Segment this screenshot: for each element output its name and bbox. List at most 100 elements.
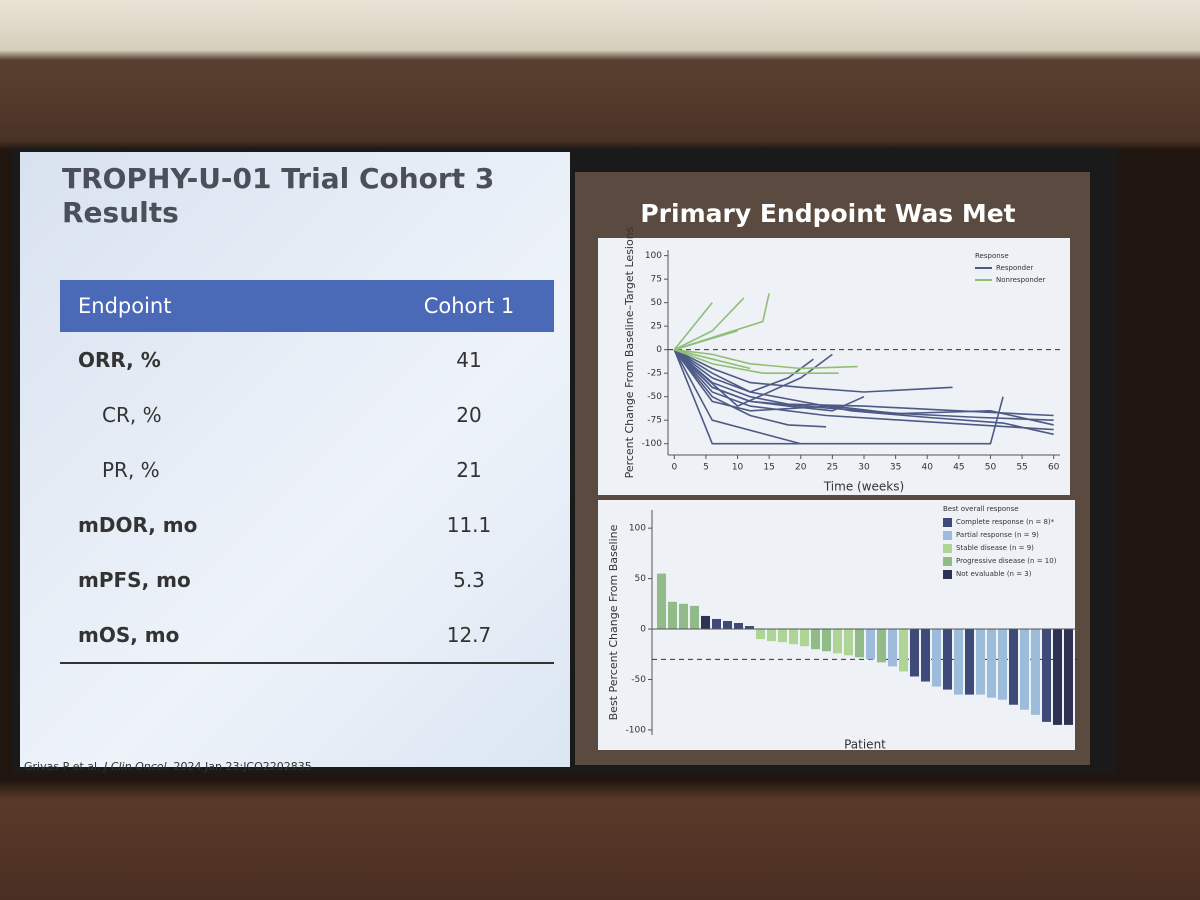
legend-label: Responder bbox=[996, 264, 1033, 272]
legend-swatch bbox=[943, 531, 952, 540]
row-label: ORR, % bbox=[78, 347, 161, 372]
y-tick-label: 0 bbox=[640, 625, 646, 635]
y-tick-label: 25 bbox=[651, 322, 662, 332]
bar bbox=[712, 618, 721, 630]
bar bbox=[844, 629, 853, 656]
row-value: 20 bbox=[456, 402, 482, 427]
bar bbox=[1009, 629, 1018, 705]
series-line bbox=[673, 349, 1004, 445]
x-axis-label: Time (weeks) bbox=[823, 480, 904, 494]
header-cell: Cohort 1 bbox=[423, 294, 515, 318]
x-tick-label: 60 bbox=[1048, 463, 1060, 473]
row-value: 11.1 bbox=[446, 512, 492, 537]
y-tick-label: -50 bbox=[631, 675, 646, 685]
bar bbox=[998, 629, 1007, 700]
bar bbox=[1042, 629, 1051, 722]
table-row: CR, % 20 bbox=[60, 387, 554, 442]
table-row: ORR, % 41 bbox=[60, 332, 554, 387]
bar bbox=[800, 629, 809, 647]
y-tick-label: 0 bbox=[656, 345, 662, 355]
legend-label: Complete response (n = 8)* bbox=[956, 518, 1055, 526]
bar bbox=[679, 603, 688, 630]
left-panel: TROPHY-U-01 Trial Cohort 3 Results Endpo… bbox=[20, 152, 570, 773]
y-tick-label: -100 bbox=[642, 439, 663, 449]
row-label: CR, % bbox=[102, 402, 162, 427]
bar bbox=[723, 620, 732, 630]
y-axis-label: Best Percent Change From Baseline bbox=[607, 524, 620, 720]
bar bbox=[910, 629, 919, 677]
bar bbox=[734, 623, 743, 630]
bar bbox=[668, 601, 677, 630]
series-line bbox=[673, 349, 1054, 426]
legend-title: Best overall response bbox=[943, 505, 1019, 513]
x-tick-label: 10 bbox=[732, 463, 744, 473]
legend-label: Not evaluable (n = 3) bbox=[956, 570, 1032, 578]
series-line bbox=[674, 348, 751, 370]
series-line bbox=[673, 349, 865, 412]
bar bbox=[657, 573, 666, 630]
header-cell: Endpoint bbox=[78, 294, 172, 318]
series-line bbox=[673, 348, 953, 393]
legend-label: Partial response (n = 9) bbox=[956, 531, 1039, 539]
bar bbox=[877, 629, 886, 663]
legend-swatch bbox=[943, 518, 952, 527]
x-tick-label: 20 bbox=[795, 463, 807, 473]
series-line bbox=[673, 297, 745, 351]
table-row: PR, % 21 bbox=[60, 442, 554, 497]
table-header: Endpoint Cohort 1 bbox=[60, 280, 554, 332]
x-tick-label: 15 bbox=[763, 463, 774, 473]
y-tick-label: -50 bbox=[647, 392, 662, 402]
legend-label: Nonresponder bbox=[996, 276, 1046, 284]
x-tick-label: 0 bbox=[671, 463, 677, 473]
bar bbox=[943, 629, 952, 690]
legend-title: Response bbox=[975, 252, 1009, 260]
y-tick-label: 100 bbox=[645, 251, 662, 261]
x-tick-label: 25 bbox=[827, 463, 838, 473]
row-label: PR, % bbox=[102, 457, 160, 482]
y-tick-label: -100 bbox=[626, 725, 647, 735]
bar bbox=[855, 629, 864, 658]
bar bbox=[767, 629, 776, 642]
x-tick-label: 40 bbox=[921, 463, 933, 473]
bar bbox=[1031, 629, 1040, 715]
chart-bg bbox=[598, 500, 1075, 750]
citation-part: 2024 Jan 23:JCO2202835 bbox=[170, 760, 312, 773]
bar bbox=[789, 629, 798, 645]
series-line bbox=[673, 349, 1054, 431]
x-tick-label: 50 bbox=[985, 463, 997, 473]
row-value: 21 bbox=[456, 457, 482, 482]
x-tick-label: 5 bbox=[703, 463, 709, 473]
y-tick-label: 50 bbox=[635, 574, 647, 584]
bar bbox=[921, 629, 930, 682]
legend-swatch bbox=[943, 557, 952, 566]
table: Endpoint Cohort 1 ORR, % 41 CR, % 20 PR, % 21 mD… bbox=[60, 280, 554, 664]
bar bbox=[745, 626, 754, 630]
x-tick-label: 55 bbox=[1016, 463, 1027, 473]
table-row: mOS, mo 12.7 bbox=[60, 607, 554, 664]
bar bbox=[888, 629, 897, 667]
bar bbox=[1020, 629, 1029, 710]
bar bbox=[932, 629, 941, 687]
legend-label: Stable disease (n = 9) bbox=[956, 544, 1034, 552]
x-tick-label: 35 bbox=[890, 463, 901, 473]
bar bbox=[701, 615, 710, 630]
series-line bbox=[674, 348, 839, 374]
citation-part: Grivas P et al. bbox=[24, 760, 105, 773]
series-line bbox=[673, 349, 827, 428]
bar bbox=[1053, 629, 1062, 725]
bar bbox=[965, 629, 974, 695]
y-tick-label: 50 bbox=[651, 298, 663, 308]
row-label: mPFS, mo bbox=[78, 567, 191, 592]
row-label: mOS, mo bbox=[78, 622, 180, 647]
table-row: mPFS, mo 5.3 bbox=[60, 552, 554, 607]
x-tick-label: 45 bbox=[953, 463, 964, 473]
legend-swatch bbox=[943, 544, 952, 553]
series-line bbox=[674, 330, 738, 351]
bar bbox=[822, 629, 831, 652]
bar bbox=[756, 629, 765, 640]
bar bbox=[1064, 629, 1073, 725]
bar bbox=[778, 629, 787, 643]
